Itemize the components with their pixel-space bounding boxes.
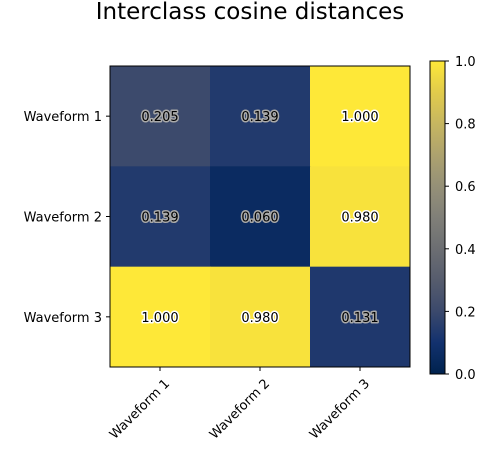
x-tick-label: Waveform 2 bbox=[207, 376, 273, 442]
cell-value-label-r2-c2: 0.060 bbox=[241, 211, 278, 226]
heatmap-cell-r1-c1 bbox=[110, 66, 211, 167]
heatmap-cell-r1-c3 bbox=[310, 66, 411, 167]
heatmap-cells bbox=[110, 66, 411, 368]
chart-title: Interclass cosine distances bbox=[96, 0, 404, 25]
colorbar-tick-label: 0.8 bbox=[455, 118, 476, 133]
colorbar-frame bbox=[429, 60, 446, 375]
cell-value-label-r2-c1: 0.139 bbox=[141, 211, 178, 226]
cell-value-label-r2-c3: 0.980 bbox=[341, 211, 378, 226]
colorbar-tick-label: 0.2 bbox=[455, 305, 476, 320]
cell-value-label-r1-c3: 1.000 bbox=[341, 110, 378, 125]
colorbar-ticks: 0.0 0.2 0.4 0.6 0.8 1.0 bbox=[445, 55, 476, 383]
colorbar-tick-label: 0.6 bbox=[455, 180, 476, 195]
heatmap-cell-r3-c1 bbox=[110, 266, 211, 368]
heatmap-cell-r1-c2 bbox=[210, 66, 311, 167]
heatmap-cell-r3-c3 bbox=[310, 266, 411, 368]
cell-value-label-r1-c1: 0.205 bbox=[141, 110, 178, 125]
y-tick-label: Waveform 1 bbox=[24, 110, 102, 125]
cell-value-label-r1-c2: 0.139 bbox=[241, 110, 278, 125]
heatmap-cell-r3-c2 bbox=[210, 266, 311, 368]
colorbar-tick-label: 0.4 bbox=[455, 243, 476, 258]
heatmap-cell-r2-c3 bbox=[310, 166, 411, 268]
colorbar bbox=[430, 61, 445, 374]
x-axis-ticks: Waveform 1 Waveform 2 Waveform 3 bbox=[107, 367, 373, 442]
cell-value-label-r3-c1: 1.000 bbox=[141, 311, 178, 326]
x-tick-label: Waveform 1 bbox=[107, 376, 173, 442]
colorbar-tick-label: 1.0 bbox=[455, 55, 476, 70]
y-axis-ticks: Waveform 1 Waveform 2 Waveform 3 bbox=[24, 110, 110, 326]
y-tick-label: Waveform 2 bbox=[24, 211, 102, 226]
x-tick-label: Waveform 3 bbox=[307, 376, 373, 442]
heatmap-cell-labels: 0.205 0.139 1.000 0.139 0.060 0.980 1.000 0.980… bbox=[140, 109, 380, 328]
heatmap-cell-r2-c2 bbox=[210, 166, 311, 268]
colorbar-tick-label: 0.0 bbox=[455, 368, 476, 383]
y-tick-label: Waveform 3 bbox=[24, 311, 102, 326]
cell-value-label-r3-c3: 0.131 bbox=[341, 311, 378, 326]
heatmap-cell-r2-c1 bbox=[110, 166, 211, 268]
cell-value-label-r3-c2: 0.980 bbox=[241, 311, 278, 326]
